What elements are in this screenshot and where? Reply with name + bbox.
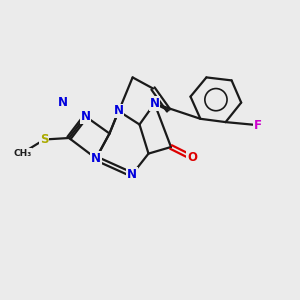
Text: S: S xyxy=(40,133,49,146)
Text: N: N xyxy=(80,110,91,123)
Text: O: O xyxy=(187,151,197,164)
Text: N: N xyxy=(113,104,124,118)
Text: F: F xyxy=(254,118,261,132)
Text: N: N xyxy=(58,95,68,109)
Text: N: N xyxy=(149,97,160,110)
Text: CH₃: CH₃ xyxy=(14,148,32,158)
Text: N: N xyxy=(80,110,91,123)
Text: N: N xyxy=(91,152,101,165)
Text: N: N xyxy=(127,168,137,181)
